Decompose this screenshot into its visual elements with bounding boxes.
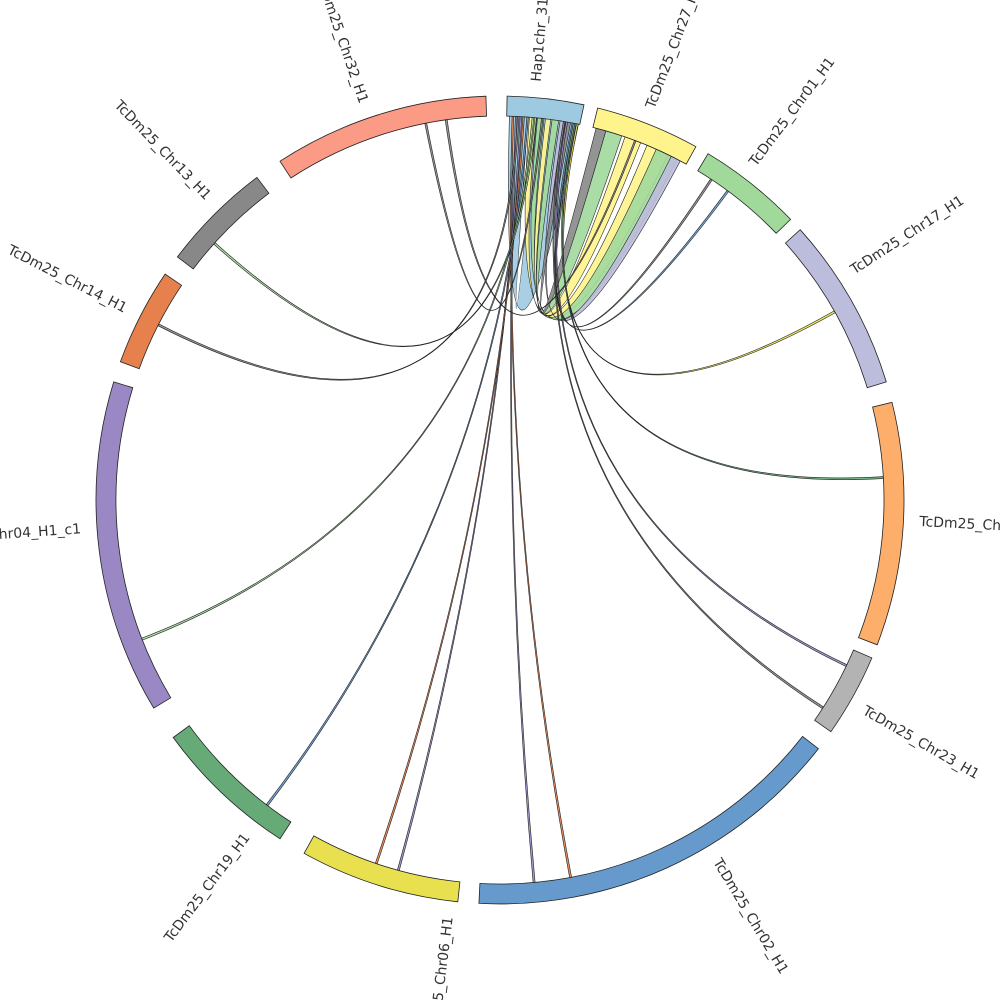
chromosome-label-tcdm25-chr23-h1: TcDm25_Chr23_H1 (859, 703, 982, 783)
chromosome-label-tcdm25-chr13-h1: TcDm25_Chr13_H1 (110, 97, 214, 204)
chromosome-label-tcdm25-chr27-h1: TcDm25_Chr27_H1 (643, 0, 706, 112)
chromosome-label-tcdm25-chr17-h1: TcDm25_Chr17_H1 (847, 193, 967, 279)
ribbon-11 (265, 116, 529, 807)
chromosome-segment-tcdm25-chr32-h1[interactable] (279, 95, 488, 179)
chromosome-label-tcdm25-chr02-h1: TcDm25_Chr02_H1 (709, 855, 791, 977)
chromosome-segment-tcdm25-chr02-h1[interactable] (478, 735, 819, 905)
ribbon-13 (157, 116, 520, 381)
chromosome-segment-tcdm25-chr04-h1-c1[interactable] (95, 381, 172, 709)
chromosome-segment-tcdm25-chr17-h1[interactable] (784, 229, 887, 389)
chromosome-label-tcdm25-chr01-h1: TcDm25_Chr01_H1 (746, 55, 839, 171)
ribbons-layer (141, 115, 884, 883)
chromosome-label-tcdm25-chr19-h1: TcDm25_Chr19_H1 (161, 831, 254, 947)
chromosome-segment-hap1chr-31[interactable] (506, 95, 585, 125)
chromosome-label-tcdm25-chr04-h1-c1: TcDm25_Chr04_H1_c1 (0, 521, 82, 548)
ribbon-6 (555, 121, 848, 667)
chromosome-label-tcdm25-chr06-h1: TcDm25_Chr06_H1 (425, 916, 457, 1000)
chromosome-segment-tcdm25-chr05-h1[interactable] (857, 401, 905, 646)
chromosome-segment-tcdm25-chr01-h1[interactable] (697, 153, 792, 234)
chromosome-segment-tcdm25-chr23-h1[interactable] (814, 649, 873, 733)
ribbon-14 (213, 117, 537, 347)
chromosome-label-hap1chr-31: Hap1chr_31 (529, 0, 552, 82)
chromosome-segment-tcdm25-chr27-h1[interactable] (592, 107, 697, 165)
chromosome-label-tcdm25-chr05-h1: TcDm25_Chr05_H1 (918, 514, 1000, 537)
chromosome-segments (95, 95, 905, 905)
chromosome-segment-tcdm25-chr19-h1[interactable] (172, 725, 292, 840)
chromosome-label-tcdm25-chr32-h1: TcDm25_Chr32_H1 (313, 0, 371, 106)
chromosome-segment-tcdm25-chr06-h1[interactable] (303, 835, 461, 903)
chromosome-segment-tcdm25-chr13-h1[interactable] (176, 176, 270, 270)
chromosome-label-tcdm25-chr14-h1: TcDm25_Chr14_H1 (4, 242, 130, 317)
chromosome-segment-tcdm25-chr14-h1[interactable] (119, 273, 183, 370)
